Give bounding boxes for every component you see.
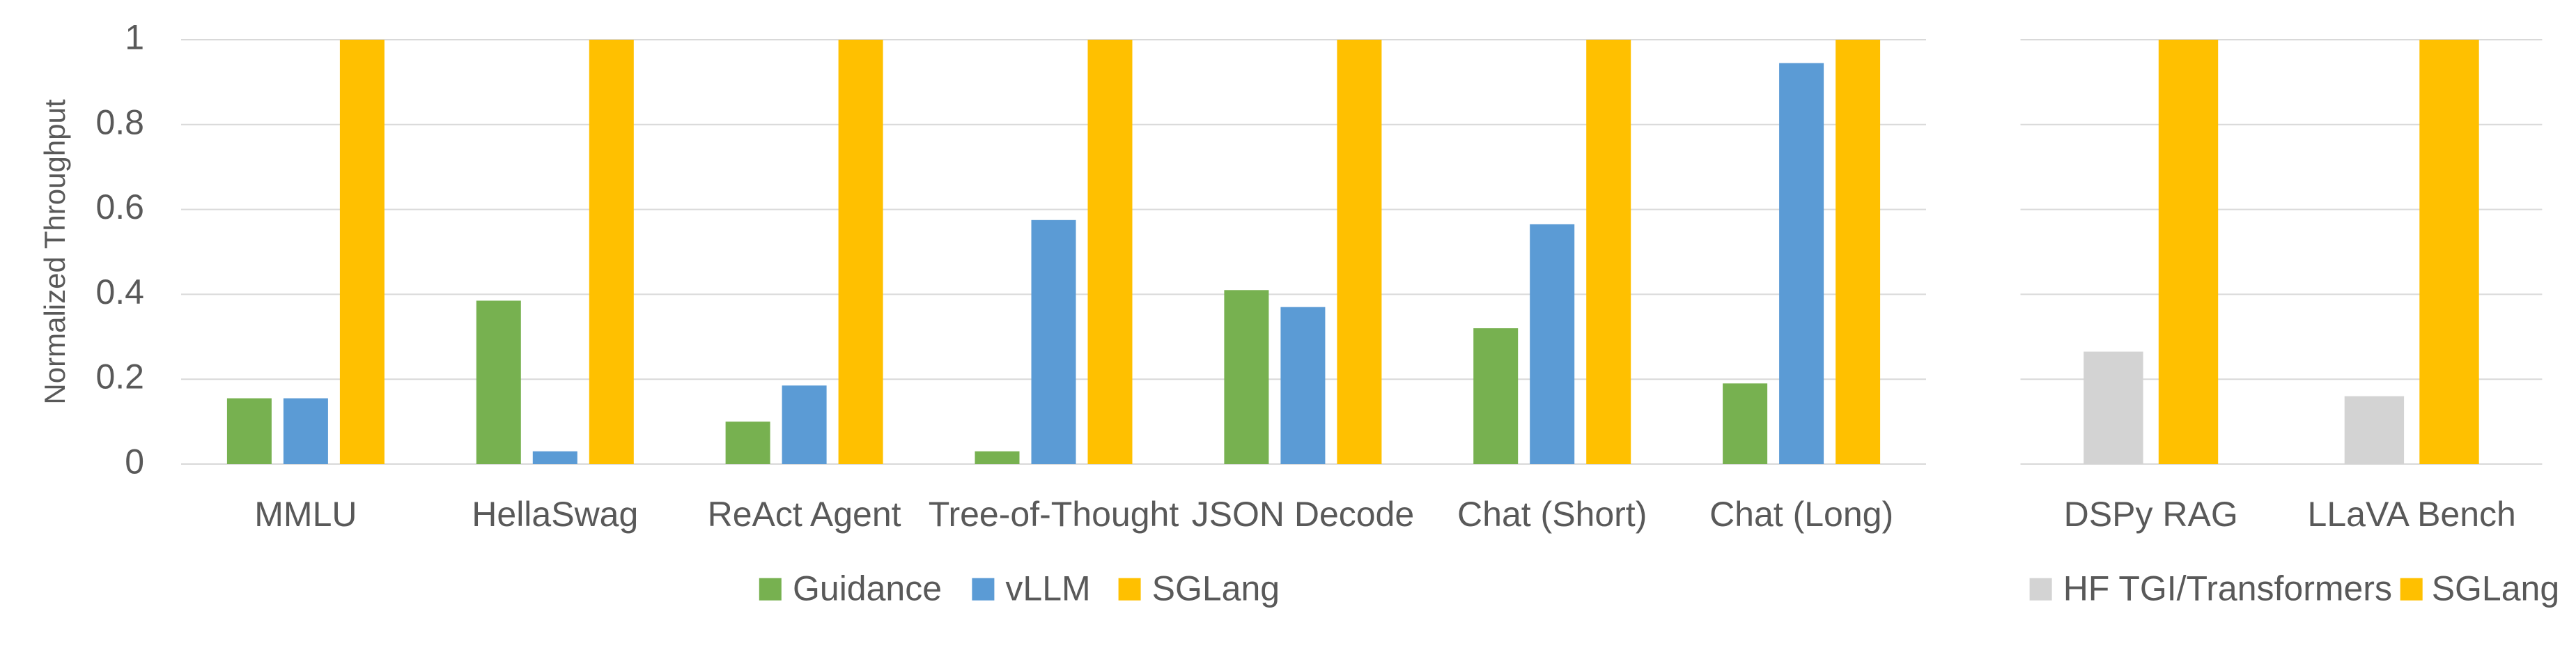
svg-text:SGLang: SGLang (2432, 569, 2559, 608)
svg-text:vLLM: vLLM (1005, 569, 1090, 608)
svg-text:0.4: 0.4 (95, 272, 144, 311)
svg-text:Guidance: Guidance (793, 569, 942, 608)
svg-text:DSPy RAG: DSPy RAG (2064, 495, 2238, 534)
svg-text:HF TGI/Transformers: HF TGI/Transformers (2063, 569, 2392, 608)
svg-text:ReAct Agent: ReAct Agent (708, 495, 901, 534)
svg-text:LLaVA Bench: LLaVA Bench (2308, 495, 2516, 534)
svg-text:JSON Decode: JSON Decode (1192, 495, 1415, 534)
svg-text:MMLU: MMLU (254, 495, 357, 534)
svg-text:1: 1 (125, 18, 144, 57)
svg-text:Chat (Long): Chat (Long) (1709, 495, 1893, 534)
svg-text:0.2: 0.2 (95, 357, 144, 396)
svg-text:0.6: 0.6 (95, 187, 144, 226)
svg-text:HellaSwag: HellaSwag (472, 495, 638, 534)
svg-text:0: 0 (125, 442, 144, 481)
svg-text:SGLang: SGLang (1152, 569, 1280, 608)
svg-text:Normalized Throughput: Normalized Throughput (38, 99, 71, 404)
svg-text:0.8: 0.8 (95, 102, 144, 141)
svg-text:Tree-of-Thought: Tree-of-Thought (929, 495, 1179, 534)
svg-text:Chat (Short): Chat (Short) (1457, 495, 1647, 534)
